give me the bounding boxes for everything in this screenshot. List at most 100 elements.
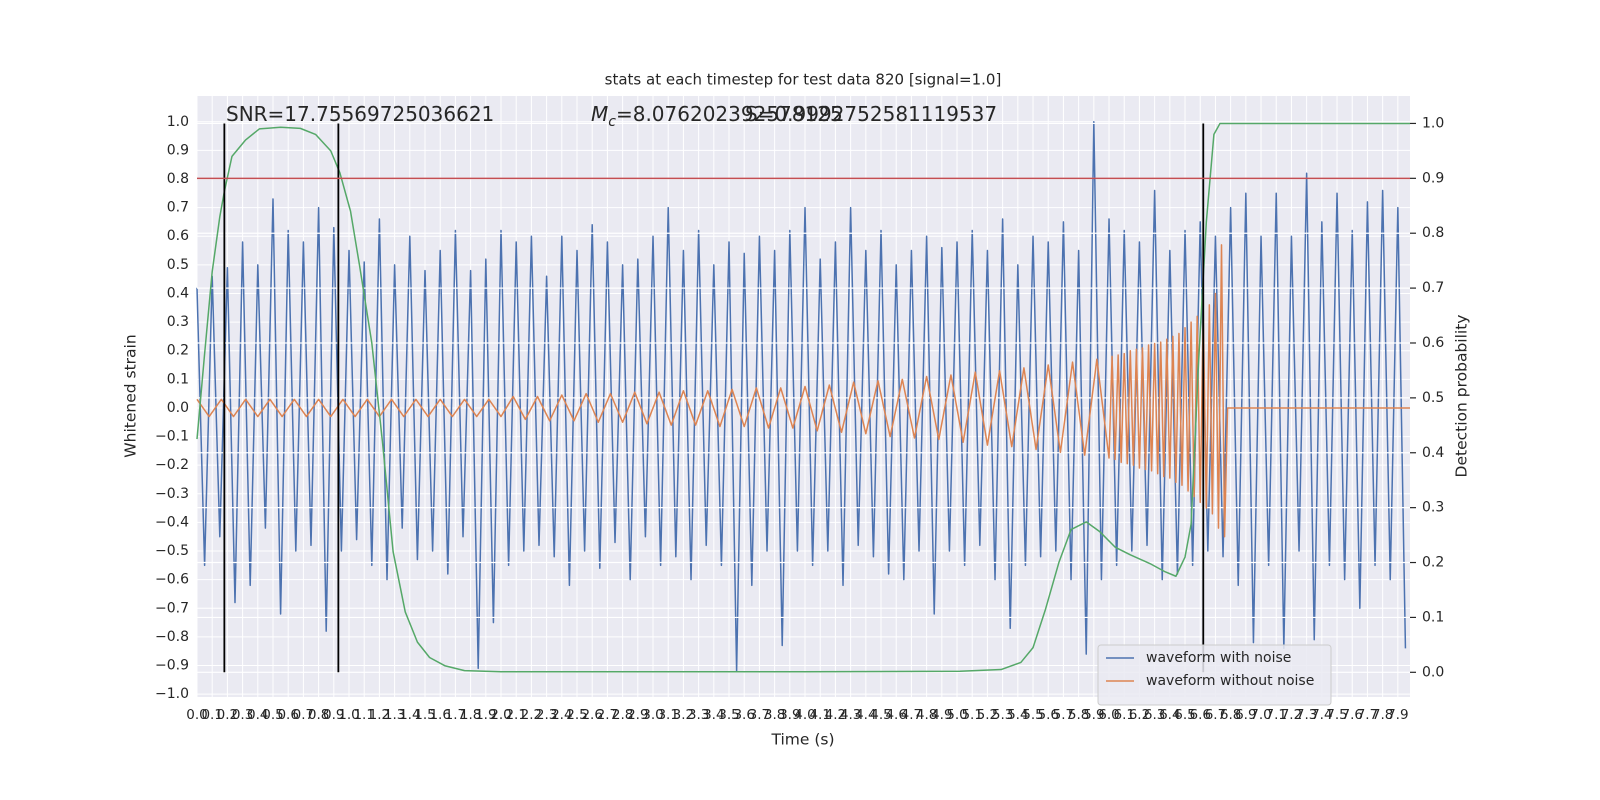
y-tick-label: −0.4 xyxy=(155,514,189,530)
x-tick-label: 5.2 xyxy=(977,707,998,723)
y-axis-label: Whitened strain xyxy=(122,334,140,457)
x-tick-label: 7.4 xyxy=(1311,707,1332,723)
x-tick-label: 7.9 xyxy=(1387,707,1408,723)
x-tick-label: 7.8 xyxy=(1372,707,1393,723)
x-tick-label: 5.3 xyxy=(992,707,1013,723)
y-tick-label: 0.2 xyxy=(167,343,189,359)
x-tick-label: 1.4 xyxy=(399,707,420,723)
x-tick-label: 3.7 xyxy=(749,707,770,723)
x-tick-label: 3.2 xyxy=(673,707,694,723)
x-tick-label: 6.9 xyxy=(1235,707,1256,723)
x-tick-label: 1.5 xyxy=(414,707,435,723)
x-tick-label: 1.1 xyxy=(353,707,374,723)
annotation: SNR=17.75569725036621 xyxy=(226,102,494,126)
x-tick-label: 2.6 xyxy=(581,707,602,723)
x-tick-label: 1.7 xyxy=(445,707,466,723)
y2-tick-label: 1.0 xyxy=(1422,115,1444,131)
legend-label: waveform without noise xyxy=(1146,673,1314,689)
x-tick-label: 3.3 xyxy=(688,707,709,723)
x-tick-label: 4.3 xyxy=(840,707,861,723)
series-line xyxy=(196,244,1410,538)
y-tick-label: 0.4 xyxy=(167,285,189,301)
x-tick-label: 1.3 xyxy=(384,707,405,723)
annotation-text: =8.076202392578125 xyxy=(616,102,843,126)
x-tick-label: 6.6 xyxy=(1189,707,1210,723)
x-tick-label: 4.9 xyxy=(931,707,952,723)
x-tick-label: 1.2 xyxy=(369,707,390,723)
y-tick-label: 0.1 xyxy=(167,371,189,387)
x-axis-label: Time (s) xyxy=(770,731,834,749)
x-tick-label: 6.3 xyxy=(1144,707,1165,723)
x-tick-label: 5.4 xyxy=(1007,707,1028,723)
x-tick-label: 0.4 xyxy=(247,707,268,723)
y-tick-label: 1.0 xyxy=(167,114,189,130)
x-tick-label: 0.7 xyxy=(293,707,314,723)
legend-label: waveform with noise xyxy=(1146,650,1291,666)
x-tick-label: 7.6 xyxy=(1341,707,1362,723)
y-tick-label: −0.7 xyxy=(155,600,189,616)
x-tick-label: 4.6 xyxy=(885,707,906,723)
y-tick-label: −1.0 xyxy=(155,686,189,702)
annotation-symbol: M xyxy=(591,102,608,126)
x-tick-label: 5.0 xyxy=(946,707,967,723)
x-tick-label: 5.8 xyxy=(1068,707,1089,723)
x-tick-label: 6.2 xyxy=(1129,707,1150,723)
legend-box xyxy=(1097,644,1332,706)
x-tick-label: 0.0 xyxy=(186,707,207,723)
y-tick-label: −0.1 xyxy=(155,429,189,445)
x-tick-label: 3.5 xyxy=(718,707,739,723)
y-tick-label: 0.5 xyxy=(167,257,189,273)
x-tick-label: 1.6 xyxy=(429,707,450,723)
annotation-subscript: c xyxy=(608,114,616,130)
data-layer xyxy=(196,121,1410,673)
x-tick-label: 0.9 xyxy=(323,707,344,723)
x-tick-label: 7.5 xyxy=(1326,707,1347,723)
x-tick-label: 4.4 xyxy=(855,707,876,723)
y-tick-label: 0.9 xyxy=(167,142,189,158)
x-tick-label: 5.9 xyxy=(1083,707,1104,723)
x-tick-label: 4.7 xyxy=(901,707,922,723)
x-tick-label: 3.0 xyxy=(642,707,663,723)
y2-tick-label: 0.0 xyxy=(1422,664,1444,680)
x-tick-label: 6.8 xyxy=(1220,707,1241,723)
x-tick-label: 4.1 xyxy=(809,707,830,723)
x-tick-label: 7.2 xyxy=(1281,707,1302,723)
x-tick-label: 3.4 xyxy=(703,707,724,723)
y-tick-label: 0.8 xyxy=(167,171,189,187)
x-tick-label: 0.1 xyxy=(201,707,222,723)
x-tick-label: 5.1 xyxy=(961,707,982,723)
x-tick-label: 3.8 xyxy=(764,707,785,723)
x-tick-label: 1.9 xyxy=(475,707,496,723)
x-tick-label: 4.5 xyxy=(870,707,891,723)
x-tick-label: 7.1 xyxy=(1265,707,1286,723)
x-tick-label: 4.2 xyxy=(825,707,846,723)
x-tick-label: 2.7 xyxy=(597,707,618,723)
x-tick-label: 4.8 xyxy=(916,707,937,723)
y-tick-label: −0.2 xyxy=(155,457,189,473)
x-tick-label: 2.8 xyxy=(612,707,633,723)
x-tick-label: 6.0 xyxy=(1098,707,1119,723)
y-tick-label: 0.7 xyxy=(167,200,189,216)
x-tick-label: 5.5 xyxy=(1022,707,1043,723)
y2-axis-label: Detection probability xyxy=(1453,315,1471,478)
x-tick-label: 2.0 xyxy=(490,707,511,723)
x-tick-label: 6.7 xyxy=(1205,707,1226,723)
y-tick-label: 0.6 xyxy=(167,228,189,244)
x-tick-label: 2.3 xyxy=(536,707,557,723)
y2-tick-label: 0.6 xyxy=(1422,335,1444,351)
x-tick-label: 0.2 xyxy=(217,707,238,723)
x-tick-label: 7.0 xyxy=(1250,707,1271,723)
y-tick-label: −0.3 xyxy=(155,486,189,502)
x-tick-label: 2.2 xyxy=(521,707,542,723)
x-tick-label: 7.7 xyxy=(1357,707,1378,723)
x-tick-label: 3.6 xyxy=(733,707,754,723)
y-tick-label: −0.6 xyxy=(155,572,189,588)
y2-tick-label: 0.4 xyxy=(1422,445,1444,461)
x-tick-label: 2.4 xyxy=(551,707,572,723)
x-tick-label: 2.9 xyxy=(627,707,648,723)
y2-tick-label: 0.3 xyxy=(1422,500,1444,516)
y-tick-label: −0.9 xyxy=(155,658,189,674)
y-tick-label: 0.3 xyxy=(167,314,189,330)
x-tick-label: 1.8 xyxy=(460,707,481,723)
